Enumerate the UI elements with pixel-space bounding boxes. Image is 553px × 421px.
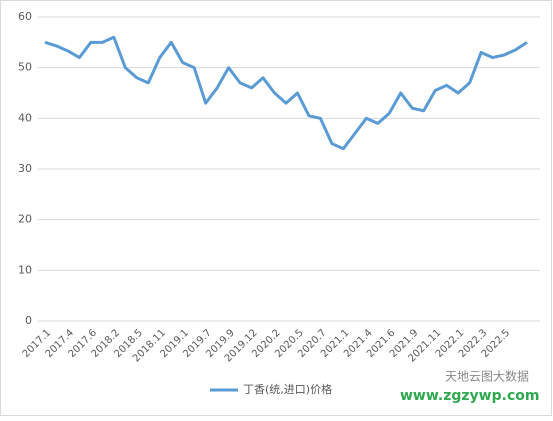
watermark: www.zgzywp.com xyxy=(400,388,539,404)
y-tick-label: 30 xyxy=(18,162,32,175)
y-tick-label: 60 xyxy=(18,10,32,23)
legend-label: 丁香(统,进口)价格 xyxy=(243,382,332,396)
y-tick-label: 40 xyxy=(18,111,32,124)
y-tick-label: 50 xyxy=(18,61,32,74)
watermark: 天地云图大数据 xyxy=(445,369,529,384)
line-series xyxy=(44,35,528,151)
y-tick-label: 20 xyxy=(18,213,32,226)
y-tick-label: 0 xyxy=(25,314,32,327)
y-tick-label: 10 xyxy=(18,263,32,276)
